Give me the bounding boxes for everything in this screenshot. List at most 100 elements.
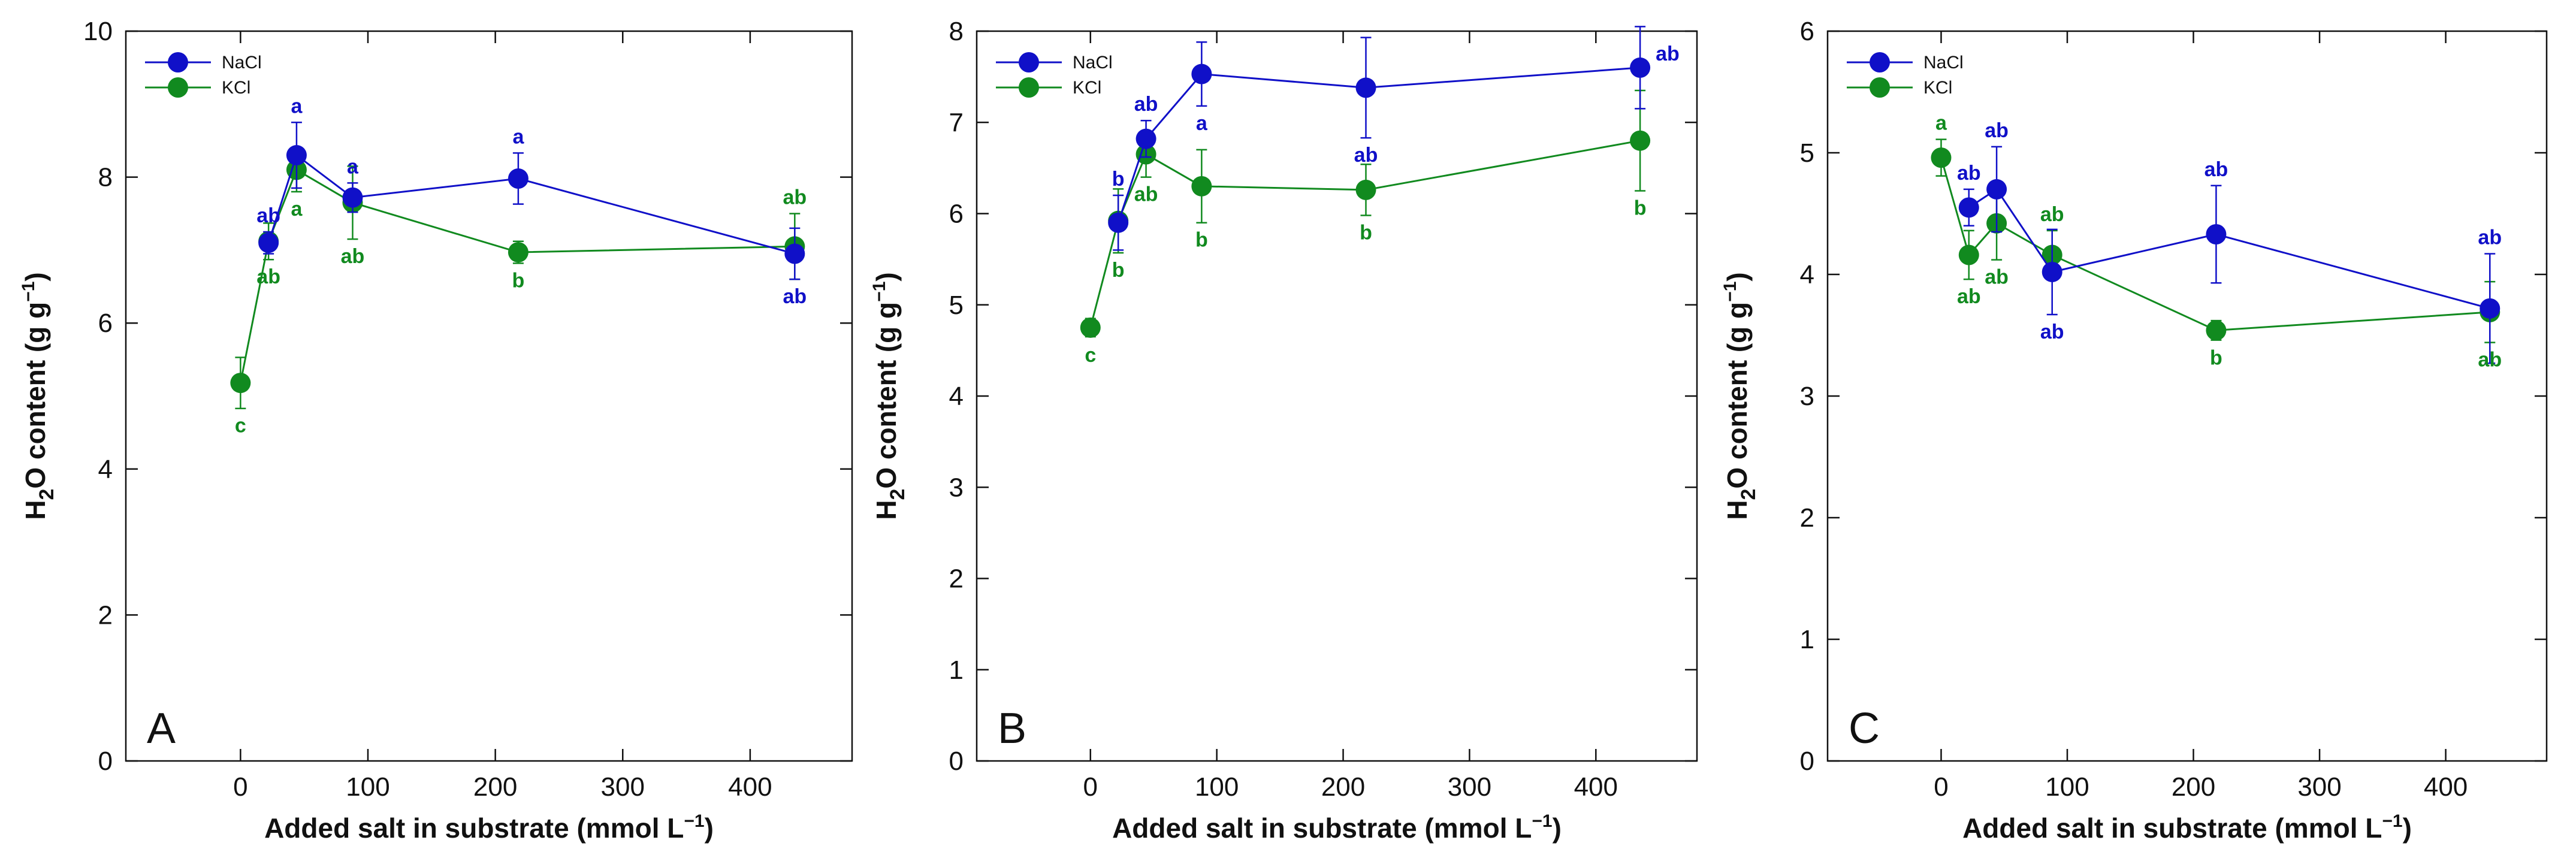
data-point — [1630, 57, 1651, 78]
y-tick-label: 5 — [949, 291, 964, 320]
significance-label: c — [1085, 344, 1096, 367]
significance-label: ab — [1985, 119, 2009, 142]
legend-label: NaCl — [1923, 53, 1964, 72]
data-point — [1355, 179, 1376, 200]
y-tick-label: 8 — [949, 17, 964, 46]
x-axis-title-sup: −1 — [1532, 811, 1552, 831]
data-point — [1986, 179, 2007, 200]
legend: NaCl KCl — [996, 52, 1113, 98]
data-point — [508, 242, 529, 263]
y-tick-label: 0 — [949, 747, 964, 776]
panel-letter: C — [1849, 705, 1880, 753]
legend-label: NaCl — [1073, 53, 1113, 72]
x-axis-title-tail: ) — [1553, 812, 1562, 844]
legend-label: KCl — [1073, 78, 1101, 98]
y-tick-label: 2 — [1800, 503, 1814, 533]
series-nacl — [1958, 146, 2500, 364]
data-point — [1191, 64, 1212, 84]
x-axis-title-text: Added salt in substrate (mmol L — [1962, 812, 2382, 844]
y-tick-label: 1 — [1800, 625, 1814, 654]
plot-frame — [1826, 30, 2548, 762]
y-tick-label: 2 — [949, 564, 964, 594]
significance-label: b — [2210, 346, 2222, 369]
x-tick-label: 200 — [2172, 772, 2215, 802]
data-point — [1080, 317, 1101, 338]
x-axis-title: Added salt in substrate (mmol L−1) — [1112, 811, 1562, 844]
y-tick-label: 4 — [98, 455, 113, 484]
plot-frame — [125, 30, 853, 762]
legend: NaCl KCl — [145, 52, 262, 98]
y-axis-title: H2O content (g g−1) — [1720, 272, 1760, 519]
data-point — [1630, 130, 1651, 151]
significance-label: ab — [1134, 93, 1158, 116]
data-point — [1958, 244, 1979, 265]
y-tick-label: 4 — [949, 382, 964, 411]
significance-label: ab — [1354, 144, 1378, 167]
significance-label: ab — [2478, 226, 2502, 249]
x-tick-label: 300 — [601, 772, 645, 802]
y-axis-title-h: H — [871, 500, 902, 519]
significance-label: ab — [783, 285, 807, 308]
y-axis-title-tail: ) — [20, 272, 51, 281]
x-tick-label: 200 — [473, 772, 517, 802]
y-tick-label: 0 — [98, 747, 113, 776]
y-tick-label: 10 — [83, 17, 113, 46]
series-line — [239, 168, 795, 383]
y-axis-title-text: O content (g g — [20, 302, 51, 489]
data-point — [230, 373, 251, 394]
significance-label: b — [1112, 259, 1125, 282]
legend-marker — [1019, 77, 1039, 98]
significance-label: ab — [1985, 266, 2009, 289]
data-point — [1136, 128, 1156, 149]
data-point — [2480, 298, 2500, 319]
data-point — [342, 187, 363, 208]
significance-label: c — [235, 415, 246, 437]
y-tick-label: 3 — [949, 473, 964, 502]
x-axis-title-sup: −1 — [2382, 811, 2402, 831]
y-axis-title: H2O content (g g−1) — [869, 272, 909, 519]
y-axis-title-text: O content (g g — [871, 302, 902, 489]
y-axis-title-sub: 2 — [1737, 489, 1760, 500]
y-axis-title: H2O content (g g−1) — [19, 272, 58, 519]
data-point — [2042, 261, 2062, 282]
significance-label: ab — [256, 204, 280, 227]
panel-letter: B — [998, 705, 1026, 753]
x-tick-label: 300 — [2297, 772, 2341, 802]
legend-marker — [1019, 52, 1039, 72]
x-tick-label: 100 — [2045, 772, 2089, 802]
y-tick-label: 4 — [1800, 260, 1814, 289]
x-axis-title-sup: −1 — [684, 811, 704, 831]
x-tick-label: 100 — [346, 772, 389, 802]
series-line — [1117, 67, 1641, 223]
data-point — [1958, 197, 1979, 218]
significance-label: a — [291, 198, 303, 220]
significance-label: a — [1935, 112, 1947, 135]
significance-label: ab — [341, 245, 365, 268]
plot-frame — [976, 30, 1698, 762]
significance-label: ab — [783, 186, 807, 209]
significance-label: b — [1112, 168, 1125, 191]
y-axis-title-sup: −1 — [869, 282, 889, 302]
data-point — [258, 232, 279, 253]
series-line — [1940, 157, 2490, 331]
y-axis-title-tail: ) — [1722, 272, 1753, 281]
y-tick-label: 0 — [1800, 747, 1814, 776]
significance-label: a — [291, 95, 303, 117]
chart-panel-b: 0 1 2 3 4 5 6 7 8 0 100 200 300 400 Added salt in subs… — [869, 17, 1698, 844]
x-tick-label: 0 — [233, 772, 247, 802]
series-line — [1089, 140, 1641, 328]
series-nacl — [258, 122, 805, 280]
legend-marker — [1870, 52, 1890, 72]
y-tick-label: 8 — [98, 163, 113, 192]
data-point — [1931, 147, 1952, 168]
y-tick-label: 5 — [1800, 138, 1814, 168]
x-tick-label: 100 — [1195, 772, 1239, 802]
x-tick-label: 400 — [728, 772, 772, 802]
x-axis-title-text: Added salt in substrate (mmol L — [1112, 812, 1532, 844]
data-point — [1191, 176, 1212, 197]
y-axis-title-text: O content (g g — [1722, 302, 1753, 489]
significance-label: b — [1360, 222, 1372, 244]
significance-label: b — [1634, 197, 1647, 219]
